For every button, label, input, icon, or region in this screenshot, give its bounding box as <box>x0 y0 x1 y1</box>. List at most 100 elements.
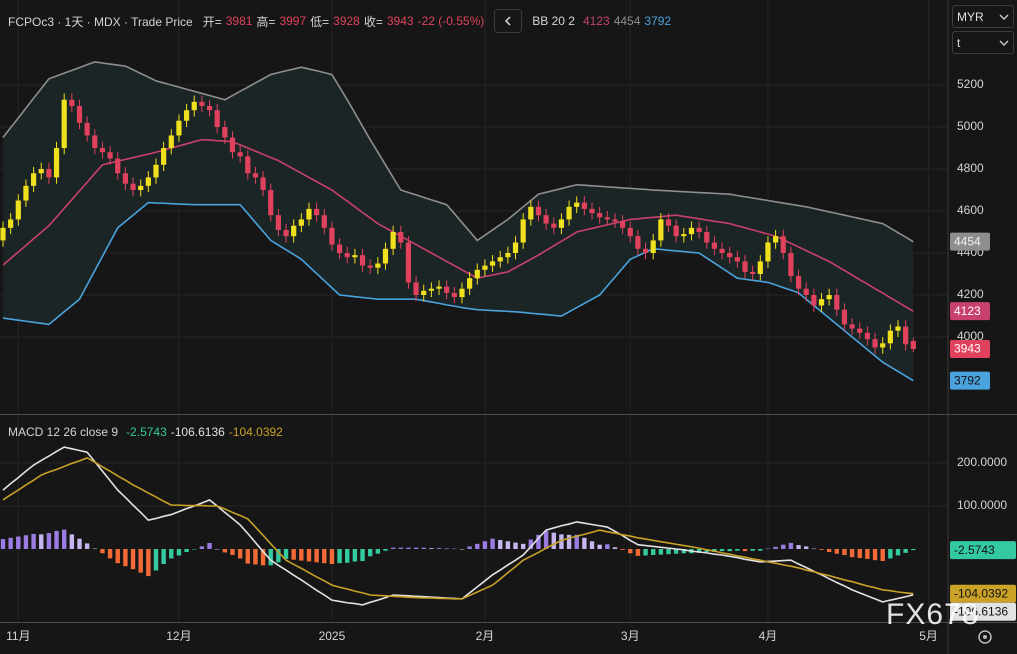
histogram-bar <box>896 549 900 555</box>
candle-body <box>895 326 900 330</box>
histogram-bar <box>582 538 586 549</box>
currency-select[interactable]: MYR <box>952 5 1014 28</box>
candle-body <box>130 184 135 190</box>
candle-body <box>658 219 663 240</box>
candle-body <box>842 310 847 325</box>
candle-body <box>123 173 128 183</box>
candle-body <box>406 243 411 283</box>
candle-body <box>781 236 786 253</box>
histogram-bar <box>299 549 303 561</box>
candle-body <box>92 135 97 148</box>
candle-body <box>704 232 709 242</box>
candle-body <box>903 326 908 344</box>
candle-body <box>819 299 824 305</box>
candle-body <box>215 110 220 127</box>
histogram-bar <box>460 549 464 550</box>
candle-body <box>620 222 625 228</box>
histogram-bar <box>613 547 617 549</box>
candle-body <box>107 152 112 158</box>
candle-body <box>880 343 885 347</box>
ohlc-value: 3981 <box>226 14 253 28</box>
histogram-bar <box>552 533 556 549</box>
candle-body <box>666 219 671 225</box>
histogram-bar <box>444 549 448 550</box>
histogram-bar <box>666 549 670 554</box>
histogram-bar <box>858 549 862 558</box>
histogram-bar <box>376 549 380 554</box>
candle-body <box>0 228 5 241</box>
candle-body <box>712 243 717 249</box>
histogram-bar <box>452 549 456 550</box>
candle-body <box>643 249 648 253</box>
histogram-bar <box>597 545 601 549</box>
candle-body <box>62 100 67 148</box>
chevron-icon <box>999 40 1009 46</box>
candle-body <box>536 207 541 215</box>
histogram-bar <box>314 549 318 562</box>
candle-body <box>16 201 21 220</box>
histogram-bar <box>307 549 311 561</box>
candle-body <box>727 253 732 257</box>
candle-body <box>291 226 296 236</box>
collapse-button[interactable] <box>494 9 522 33</box>
y-tick-label: 100.0000 <box>957 498 1007 512</box>
candle-body <box>69 100 74 106</box>
histogram-bar <box>850 549 854 557</box>
histogram-bar <box>345 549 349 563</box>
candle-body <box>222 127 227 137</box>
histogram-bar <box>758 549 762 551</box>
y-tick-label: 5200 <box>957 77 984 91</box>
histogram-bar <box>399 548 403 549</box>
histogram-bar <box>337 549 341 563</box>
macd-line <box>3 447 913 605</box>
candle-body <box>146 177 151 185</box>
histogram-bar <box>39 534 43 549</box>
histogram-bar <box>842 549 846 555</box>
histogram-bar <box>636 549 640 556</box>
candle-body <box>834 295 839 310</box>
histogram-bar <box>47 533 51 549</box>
histogram-bar <box>230 549 234 555</box>
candle-body <box>467 278 472 288</box>
histogram-bar <box>835 549 839 554</box>
price-badge-label: 4454 <box>954 234 981 248</box>
candle-body <box>628 228 633 236</box>
indicator-value: -106.6136 <box>171 425 225 439</box>
indicator-value: 4454 <box>614 14 641 28</box>
candle-body <box>352 255 357 257</box>
candle-body <box>827 295 832 299</box>
histogram-bar <box>330 549 334 564</box>
candle-body <box>482 266 487 270</box>
candle-body <box>85 123 90 136</box>
histogram-bar <box>475 544 479 549</box>
candle-body <box>306 209 311 219</box>
histogram-bar <box>728 549 732 551</box>
candle-body <box>46 169 51 177</box>
histogram-bar <box>322 549 326 563</box>
candle-body <box>589 209 594 213</box>
histogram-bar <box>620 549 624 550</box>
histogram-bar <box>131 549 135 569</box>
candle-body <box>436 287 441 289</box>
histogram-bar <box>238 549 242 558</box>
histogram-bar <box>207 543 211 549</box>
candle-body <box>551 224 556 228</box>
candle-body <box>872 339 877 347</box>
histogram-bar <box>414 548 418 549</box>
settings-icon[interactable] <box>979 631 991 643</box>
candle-body <box>169 135 174 148</box>
candle-body <box>566 207 571 220</box>
unit-select[interactable]: t <box>952 31 1014 54</box>
candle-body <box>345 253 350 257</box>
histogram-bar <box>100 549 104 553</box>
candle-body <box>758 261 763 274</box>
histogram-bar <box>62 530 66 549</box>
candle-body <box>245 156 250 173</box>
candle-body <box>238 152 243 156</box>
candle-body <box>475 270 480 278</box>
histogram-bar <box>177 549 181 555</box>
histogram-bar <box>521 544 525 549</box>
candle-body <box>322 215 327 228</box>
value-badge-label: -2.5743 <box>954 543 995 557</box>
indicator-value: 4123 <box>583 14 610 28</box>
